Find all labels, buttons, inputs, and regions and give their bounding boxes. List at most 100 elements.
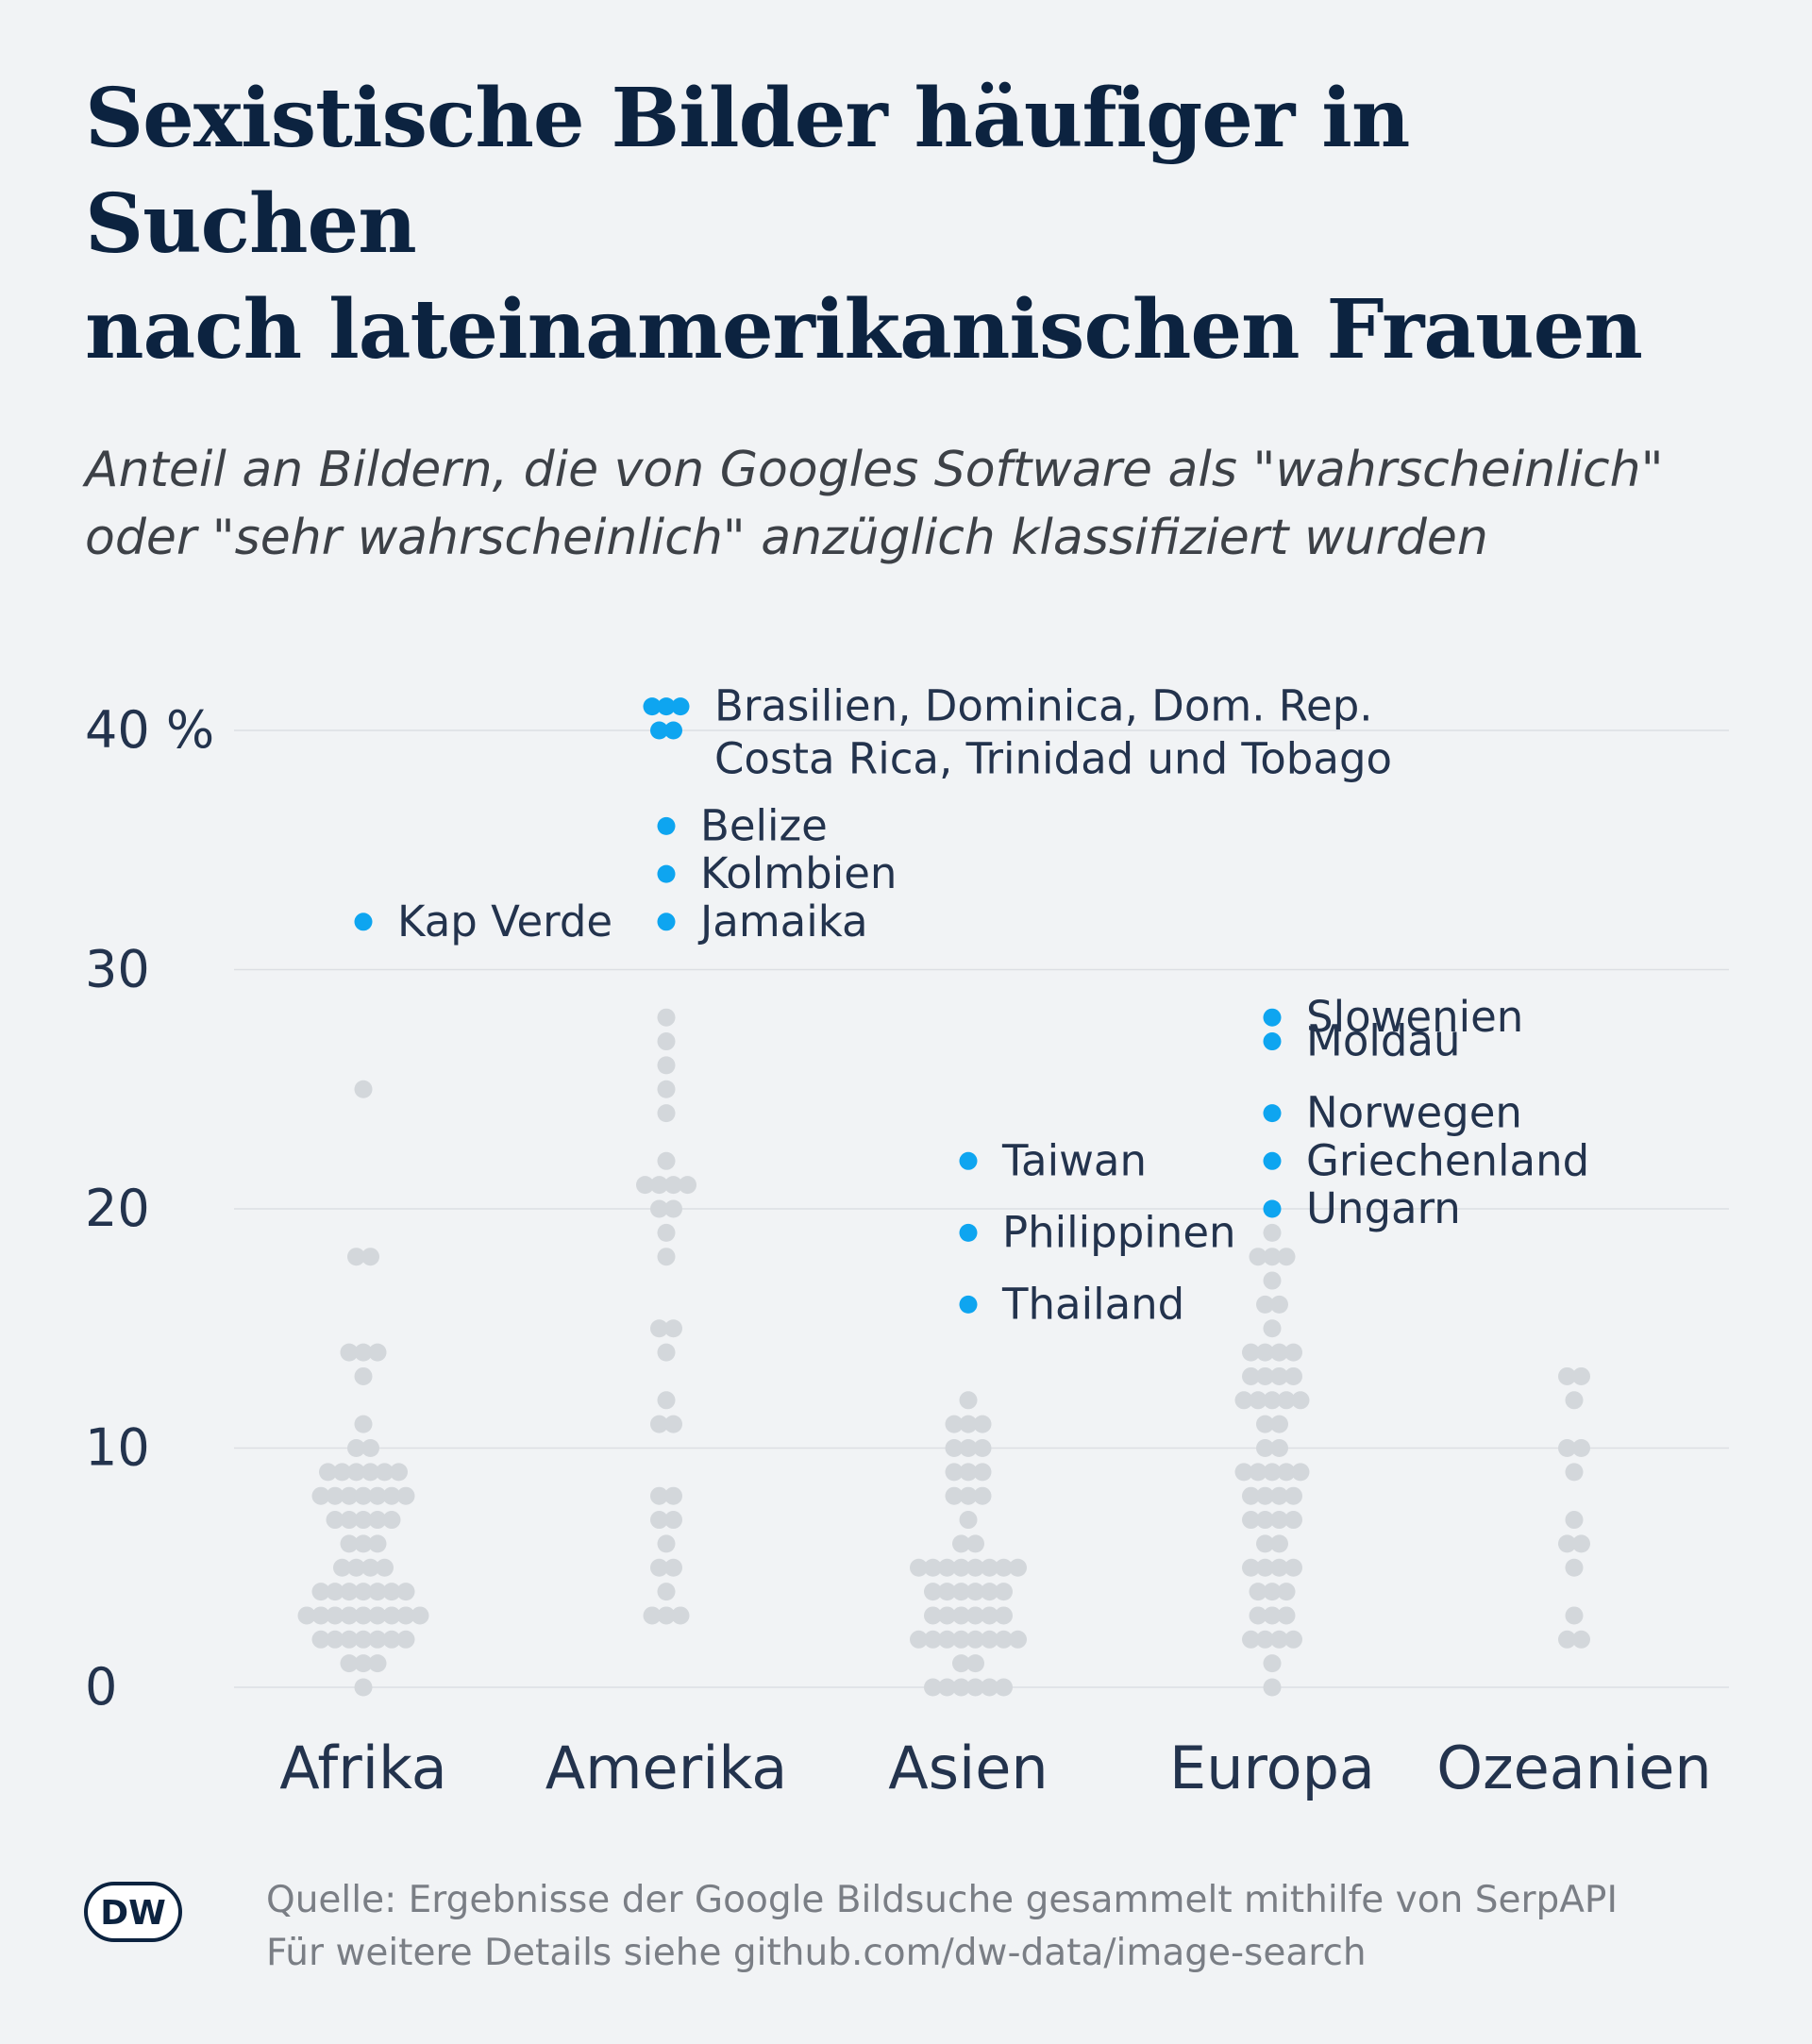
point-annotation: Griechenland: [1306, 1135, 1589, 1185]
data-point: [938, 1630, 956, 1649]
data-point: [995, 1558, 1013, 1577]
data-point: [657, 1008, 676, 1027]
data-point: [966, 1678, 984, 1697]
data-point: [657, 1583, 676, 1601]
data-point: [1234, 1391, 1253, 1410]
data-point: [973, 1439, 992, 1457]
title-line: nach lateinamerikanischen Frauen: [85, 282, 1643, 377]
highlight-point: [643, 697, 662, 716]
data-point: [1284, 1366, 1302, 1385]
data-point: [664, 1415, 682, 1433]
subtitle-line: oder "sehr wahrscheinlich" anzüglich kla…: [85, 510, 1488, 566]
data-point: [938, 1583, 956, 1601]
data-point: [1242, 1486, 1260, 1505]
data-point: [1242, 1558, 1260, 1577]
data-point: [1291, 1391, 1310, 1410]
data-point: [1256, 1511, 1274, 1530]
data-point: [938, 1678, 956, 1697]
data-point: [657, 1151, 676, 1170]
data-point: [671, 1606, 690, 1625]
data-point: [1277, 1606, 1296, 1625]
data-point: [1249, 1583, 1267, 1601]
data-point: [326, 1486, 344, 1505]
dw-logo: DW: [84, 1882, 182, 1942]
data-point: [945, 1486, 964, 1505]
data-point: [973, 1415, 992, 1433]
data-point: [368, 1606, 387, 1625]
data-point: [1270, 1558, 1288, 1577]
data-point: [354, 1511, 373, 1530]
data-point: [1270, 1295, 1288, 1314]
data-point: [1277, 1463, 1296, 1482]
category-label: Amerika: [545, 1734, 787, 1802]
point-annotation: Brasilien, Dominica, Dom. Rep.: [714, 681, 1373, 731]
data-point: [643, 1606, 662, 1625]
data-point: [340, 1534, 359, 1553]
source-line: Quelle: Ergebnisse der Google Bildsuche …: [266, 1879, 1618, 1921]
data-point: [361, 1439, 379, 1457]
data-point: [1256, 1439, 1274, 1457]
data-point: [959, 1439, 978, 1457]
y-tick-label: 0: [85, 1657, 117, 1717]
data-point: [1256, 1343, 1274, 1362]
data-point: [1256, 1415, 1274, 1433]
data-point: [664, 1176, 682, 1195]
data-point: [382, 1486, 401, 1505]
point-annotation: Thailand: [1001, 1279, 1184, 1329]
data-point: [1009, 1558, 1027, 1577]
data-point: [1565, 1463, 1584, 1482]
point-annotation: Kolmbien: [700, 848, 897, 898]
data-point: [1270, 1439, 1288, 1457]
highlight-point: [664, 721, 682, 740]
highlight-point: [671, 697, 690, 716]
data-point: [1263, 1391, 1282, 1410]
highlight-point: [657, 864, 676, 883]
data-point: [1256, 1630, 1274, 1649]
data-point: [1242, 1511, 1260, 1530]
data-point: [1263, 1271, 1282, 1290]
data-point: [924, 1606, 942, 1625]
data-point: [1558, 1630, 1576, 1649]
data-point: [376, 1463, 394, 1482]
data-point: [1256, 1295, 1274, 1314]
point-annotation: Norwegen: [1306, 1088, 1522, 1138]
data-point: [657, 1343, 676, 1362]
point-annotation: Belize: [700, 800, 828, 850]
chart-title: Sexistische Bilder häufiger in Suchen na…: [85, 66, 1746, 383]
data-point: [952, 1678, 970, 1697]
data-point: [347, 1439, 365, 1457]
source-note: Quelle: Ergebnisse der Google Bildsuche …: [266, 1874, 1618, 1980]
data-point: [340, 1654, 359, 1673]
category-label: Afrika: [279, 1734, 447, 1802]
data-point: [910, 1630, 928, 1649]
data-point: [966, 1534, 984, 1553]
data-point: [1284, 1511, 1302, 1530]
data-point: [1284, 1558, 1302, 1577]
data-point: [368, 1511, 387, 1530]
data-point: [368, 1654, 387, 1673]
data-point: [995, 1606, 1013, 1625]
data-point: [1242, 1366, 1260, 1385]
data-point: [1009, 1630, 1027, 1649]
highlight-point: [959, 1295, 978, 1314]
data-point: [657, 1080, 676, 1098]
highlight-point: [1263, 1008, 1282, 1027]
data-point: [354, 1630, 373, 1649]
data-point: [1572, 1534, 1590, 1553]
data-point: [966, 1606, 984, 1625]
data-point: [650, 1199, 668, 1218]
point-annotation: Philippinen: [1002, 1207, 1236, 1257]
data-point: [981, 1558, 998, 1577]
data-point: [1284, 1630, 1302, 1649]
data-point: [396, 1583, 415, 1601]
data-point: [354, 1606, 373, 1625]
data-point: [959, 1391, 978, 1410]
data-point: [952, 1583, 970, 1601]
data-point: [664, 1199, 682, 1218]
data-point: [1270, 1630, 1288, 1649]
data-point: [1565, 1606, 1584, 1625]
data-point: [664, 1486, 682, 1505]
category-label: Europa: [1169, 1734, 1375, 1802]
data-point: [368, 1534, 387, 1553]
data-point: [966, 1583, 984, 1601]
